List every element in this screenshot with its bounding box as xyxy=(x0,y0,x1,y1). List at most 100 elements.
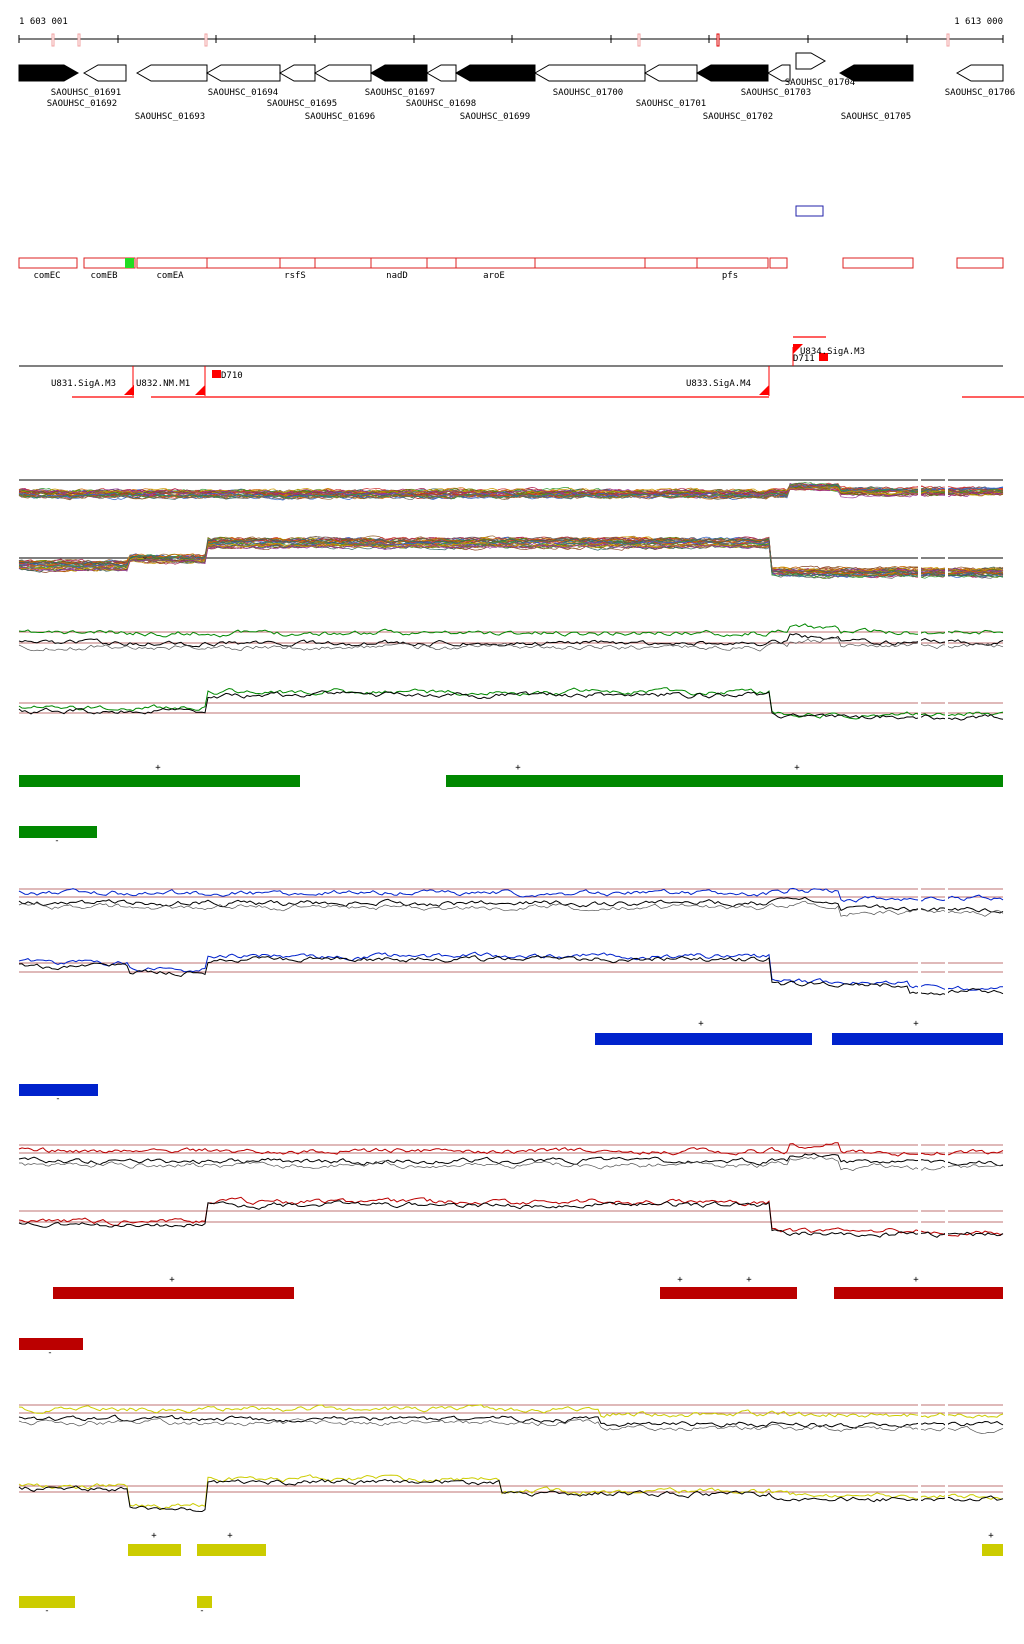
segment-bar-plus xyxy=(19,775,300,787)
feature-label: D711 xyxy=(793,354,815,364)
gene-label: SAOUHSC_01702 xyxy=(703,112,773,122)
segment-bar-plus xyxy=(832,1033,1003,1045)
segment-bar-minus xyxy=(19,1596,75,1608)
terminator-marker xyxy=(819,353,828,361)
cds-box xyxy=(370,257,428,269)
segment-bar-plus xyxy=(446,775,1003,787)
gene-arrow xyxy=(533,64,646,82)
profile-line xyxy=(18,543,1004,575)
segment-minus-mark: - xyxy=(54,836,59,846)
cds-box xyxy=(314,257,372,269)
gene-label: SAOUHSC_01699 xyxy=(460,112,530,122)
gene-label: SAOUHSC_01701 xyxy=(636,99,706,109)
feature-label: U834.SigA.M3 xyxy=(800,347,865,357)
gene-name-label: comEC xyxy=(33,271,60,281)
segment-bar-plus xyxy=(834,1287,1003,1299)
gene-arrow xyxy=(205,64,281,82)
profile-line xyxy=(18,1418,1004,1434)
segment-bar-minus xyxy=(19,1084,98,1096)
gene-name-label: comEA xyxy=(156,271,184,281)
profile-line xyxy=(18,488,1004,499)
cds-box xyxy=(18,257,78,269)
segment-plus-mark: + xyxy=(988,1531,994,1541)
segment-bar-plus xyxy=(595,1033,812,1045)
gene-arrow xyxy=(135,64,208,82)
segment-plus-mark: + xyxy=(913,1019,919,1029)
segment-plus-mark: + xyxy=(515,763,521,773)
cds-box xyxy=(956,257,1004,269)
profile-line xyxy=(18,633,1004,648)
tss-marker xyxy=(759,385,769,395)
coordinate-axis: 1 603 001 1 613 000 xyxy=(18,17,1004,47)
cds-box xyxy=(842,257,914,269)
gene-arrow xyxy=(454,64,536,82)
cds-box xyxy=(644,257,698,269)
gene-name-label: nadD xyxy=(386,271,408,281)
gap-column xyxy=(945,465,948,1510)
feature-label: U832.NM.M1 xyxy=(136,379,190,389)
gene-arrow xyxy=(643,64,698,82)
gene-label: SAOUHSC_01692 xyxy=(47,99,117,109)
tss-marker xyxy=(124,385,134,395)
profile-line xyxy=(18,1142,1004,1157)
segment-bar-plus xyxy=(53,1287,294,1299)
profile-line xyxy=(18,1200,1004,1238)
cds-annotation-track: comEC comEB comEA rsfS nadD aroE pfs xyxy=(18,205,1004,281)
cds-box xyxy=(206,257,281,269)
gene-arrow xyxy=(313,64,372,82)
cds-box xyxy=(696,257,769,269)
gene-name-label: aroE xyxy=(483,271,505,281)
segment-plus-mark: + xyxy=(227,1531,233,1541)
segment-bar-minus xyxy=(197,1596,212,1608)
axis-end-label: 1 613 000 xyxy=(954,17,1003,27)
cds-box xyxy=(534,257,646,269)
profile-line xyxy=(18,538,1004,577)
axis-start-label: 1 603 001 xyxy=(19,17,68,27)
segment-minus-mark: - xyxy=(55,1094,60,1104)
gene-label: SAOUHSC_01700 xyxy=(553,88,623,98)
segment-minus-mark: - xyxy=(47,1348,52,1358)
segment-plus-mark: + xyxy=(698,1019,704,1029)
expression-tracks xyxy=(18,465,1004,1513)
tss-marker xyxy=(793,344,803,354)
axis-marker xyxy=(51,33,55,47)
axis-marker xyxy=(204,33,208,47)
cds-box xyxy=(455,257,536,269)
segment-plus-mark: + xyxy=(677,1275,683,1285)
segment-minus-mark: - xyxy=(44,1606,49,1616)
profile-line xyxy=(18,637,1004,652)
gene-arrow xyxy=(82,64,127,82)
profile-line xyxy=(18,540,1004,579)
gene-label: SAOUHSC_01704 xyxy=(785,78,855,88)
gene-arrow xyxy=(369,64,428,82)
cds-box xyxy=(426,257,457,269)
profile-line xyxy=(18,1196,1004,1237)
gene-label: SAOUHSC_01691 xyxy=(51,88,121,98)
profile-line xyxy=(18,536,1004,575)
segment-bar-plus xyxy=(982,1544,1003,1556)
gene-arrow xyxy=(795,52,827,70)
segment-plus-mark: + xyxy=(746,1275,752,1285)
cds-box xyxy=(279,257,316,269)
gene-label: SAOUHSC_01697 xyxy=(365,88,435,98)
gene-label: SAOUHSC_01706 xyxy=(945,88,1015,98)
profile-line xyxy=(18,900,1004,917)
segment-plus-mark: + xyxy=(151,1531,157,1541)
segment-bar-plus xyxy=(660,1287,797,1299)
profile-line xyxy=(18,1152,1004,1167)
segment-bar-minus xyxy=(19,826,97,838)
gene-label: SAOUHSC_01705 xyxy=(841,112,911,122)
profile-line xyxy=(19,1155,1004,1171)
gap-column xyxy=(918,465,921,1510)
cds-box xyxy=(795,205,824,217)
profile-line xyxy=(18,543,1004,573)
gene-arrow xyxy=(695,64,769,82)
profile-line xyxy=(18,486,1004,497)
profile-line xyxy=(18,1414,1004,1429)
gene-label: SAOUHSC_01696 xyxy=(305,112,375,122)
axis-marker xyxy=(716,33,720,47)
profile-line xyxy=(18,896,1004,914)
gene-label: SAOUHSC_01695 xyxy=(267,99,337,109)
